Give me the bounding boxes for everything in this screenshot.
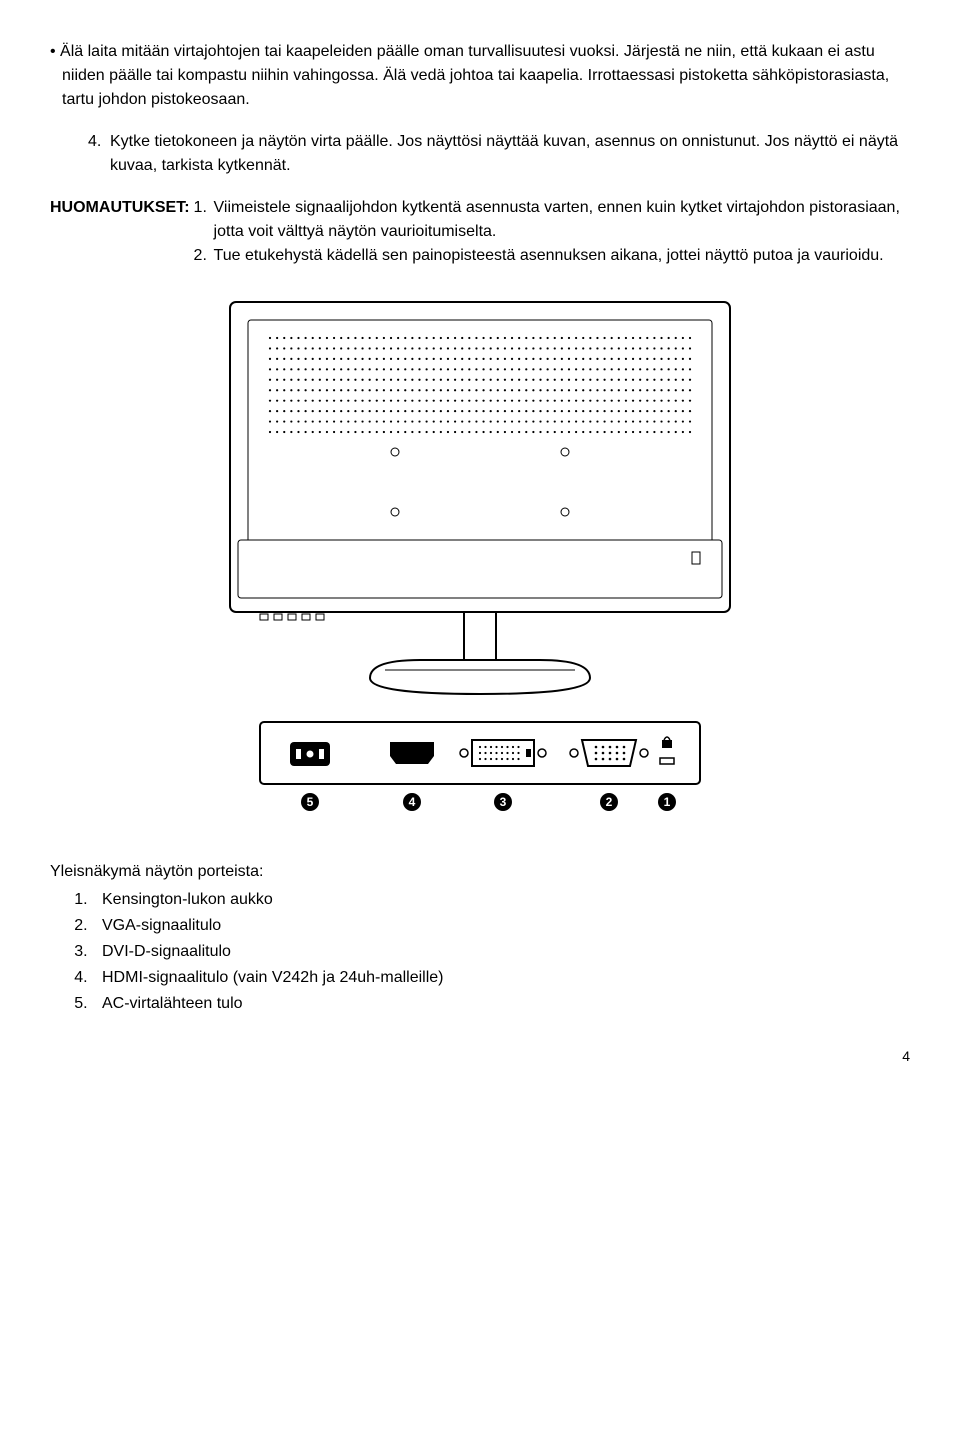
step-4-text: Kytke tietokoneen ja näytön virta päälle…	[110, 133, 898, 174]
notes-block: HUOMAUTUKSET: 1. Viimeistele signaalijoh…	[50, 196, 910, 268]
port-item-1: Kensington-lukon aukko	[92, 888, 910, 912]
svg-text:5: 5	[307, 795, 314, 809]
monitor-diagram-svg: 5 4 3 2 1	[200, 292, 760, 812]
svg-text:1: 1	[664, 795, 671, 809]
page-number: 4	[50, 1046, 910, 1067]
monitor-figure: 5 4 3 2 1	[50, 292, 910, 820]
svg-text:4: 4	[409, 795, 416, 809]
svg-text:3: 3	[500, 795, 507, 809]
step-4-number: 4.	[88, 130, 110, 154]
note-1-text: Viimeistele signaalijohdon kytkentä asen…	[214, 196, 910, 244]
ports-list: Kensington-lukon aukko VGA-signaalitulo …	[92, 888, 910, 1016]
port-item-5: AC-virtalähteen tulo	[92, 992, 910, 1016]
step-4: 4.Kytke tietokoneen ja näytön virta pääl…	[50, 130, 910, 178]
note-1-number: 1.	[194, 196, 214, 220]
note-1-row: HUOMAUTUKSET: 1. Viimeistele signaalijoh…	[50, 196, 910, 244]
note-2-text: Tue etukehystä kädellä sen painopisteest…	[214, 244, 910, 268]
bullet-paragraph: • Älä laita mitään virtajohtojen tai kaa…	[50, 40, 910, 112]
note-2-number: 2.	[194, 244, 214, 268]
port-item-2: VGA-signaalitulo	[92, 914, 910, 938]
notes-label: HUOMAUTUKSET:	[50, 196, 194, 220]
port-item-3: DVI-D-signaalitulo	[92, 940, 910, 964]
port-item-4: HDMI-signaalitulo (vain V242h ja 24uh-ma…	[92, 966, 910, 990]
svg-text:2: 2	[606, 795, 613, 809]
ports-heading: Yleisnäkymä näytön porteista:	[50, 860, 910, 884]
note-2-row: HUOMAUTUKSET: 2. Tue etukehystä kädellä …	[50, 244, 910, 268]
